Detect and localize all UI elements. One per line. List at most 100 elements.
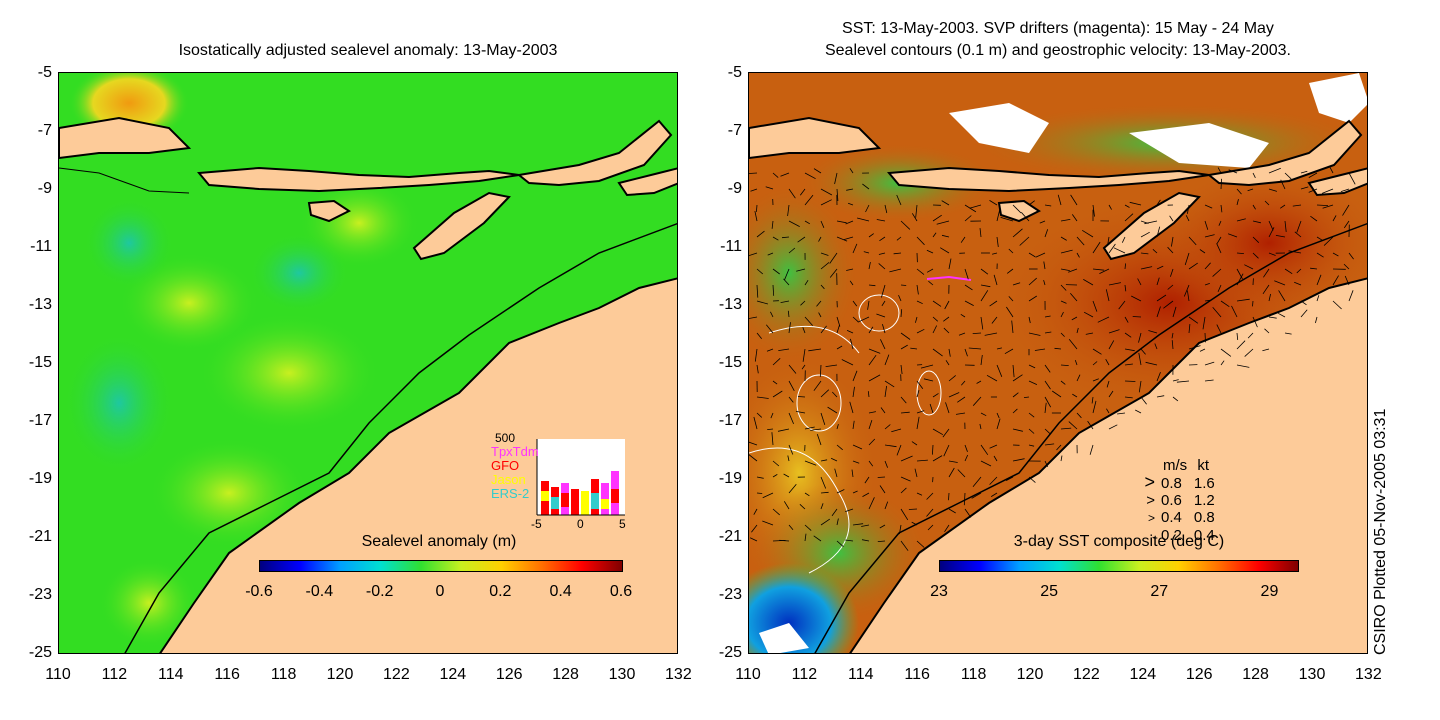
lon-tick: 122	[1073, 666, 1100, 683]
sealevel-colorbar	[259, 560, 623, 572]
lat-tick: -17	[28, 412, 52, 429]
lat-tick: -23	[28, 586, 52, 603]
inset-legend-item: GFO	[491, 458, 520, 473]
lat-tick: -25	[718, 644, 742, 661]
arrow-icon: -	[1152, 532, 1155, 542]
speed-ms: 0.2	[1161, 527, 1182, 544]
lon-tick: 114	[848, 666, 874, 683]
left-panel-title: Isostatically adjusted sealevel anomaly:…	[178, 42, 558, 59]
speed-kt: 1.2	[1193, 492, 1215, 509]
lat-tick: -5	[37, 64, 52, 81]
lat-tick: -25	[28, 644, 52, 661]
lon-tick: 124	[439, 666, 467, 683]
inset-xtick: 0	[577, 517, 584, 531]
lat-tick: -9	[37, 180, 52, 197]
lon-tick: 128	[1242, 666, 1269, 683]
lat-tick: -11	[30, 238, 52, 255]
lon-tick: 132	[1355, 666, 1382, 683]
plot-credit: CSIRO Plotted 05-Nov-2005 03:31	[1372, 408, 1389, 655]
lat-tick: -15	[718, 354, 742, 371]
speed-kt: 1.6	[1193, 475, 1215, 492]
lat-tick: -19	[718, 470, 742, 487]
altimeter-inset: 500 TpxTdm GFO Jason ERS-2 -5 0 5	[479, 431, 629, 531]
lon-tick: 126	[495, 666, 523, 683]
lon-tick: 126	[1185, 666, 1213, 683]
lon-tick: 112	[791, 666, 818, 683]
sealevel-anomaly-map: 500 TpxTdm GFO Jason ERS-2 -5 0 5 Sealevel …	[58, 72, 678, 654]
lon-tick: 110	[45, 666, 71, 683]
inset-legend-item: TpxTdm	[491, 444, 539, 459]
lon-tick: 120	[1016, 666, 1044, 683]
velocity-vectors	[749, 166, 1356, 551]
lat-tick: -11	[720, 238, 742, 255]
inset-ylabel: 500	[495, 431, 516, 445]
speed-ms: 0.6	[1161, 492, 1182, 509]
lon-tick: 122	[383, 666, 410, 683]
inset-legend: TpxTdm GFO Jason ERS-2	[491, 445, 539, 501]
colorbar-tick: -0.4	[305, 583, 334, 600]
lat-tick: -19	[28, 470, 52, 487]
inset-xtick: 5	[619, 517, 626, 531]
speed-legend: m/s kt >0.8 1.6 >0.6 1.2 >0.4 0.8-0.2 0.4	[1125, 457, 1245, 546]
lon-tick: 132	[665, 666, 692, 683]
arrow-icon: >	[1144, 472, 1155, 492]
right-panel-title-line2: Sealevel contours (0.1 m) and geostrophi…	[824, 42, 1291, 59]
speed-kt: 0.4	[1193, 527, 1215, 544]
lat-tick: -23	[718, 586, 742, 603]
lon-tick: 114	[158, 666, 184, 683]
lat-tick: -13	[718, 296, 742, 313]
sst-colorbar-label: 3-day SST composite (deg C)	[1013, 533, 1225, 550]
lat-tick: -7	[727, 122, 742, 139]
colorbar-tick: -0.6	[245, 583, 273, 600]
colorbar-tick: -0.2	[365, 583, 394, 600]
lon-tick: 124	[1129, 666, 1157, 683]
speed-legend-row: >0.6 1.2	[1125, 492, 1245, 509]
lat-tick: -13	[28, 296, 52, 313]
colorbar-tick: 0.6	[609, 583, 633, 600]
inset-xticks: -5 0 5	[531, 517, 631, 531]
lon-tick: 128	[552, 666, 579, 683]
drifter-track	[926, 275, 972, 281]
arrow-icon: >	[1147, 511, 1155, 525]
lat-tick: -9	[727, 180, 742, 197]
inset-xtick: -5	[531, 517, 542, 531]
lon-tick: 130	[1298, 666, 1326, 683]
speed-header-ms: m/s	[1163, 457, 1188, 474]
inset-bars	[541, 471, 619, 515]
sst-colorbar	[939, 560, 1299, 572]
speed-legend-row: >0.8 1.6	[1125, 472, 1245, 492]
lon-tick: 110	[735, 666, 761, 683]
lon-tick: 116	[904, 666, 930, 683]
colorbar-tick: 0	[435, 583, 445, 600]
colorbar-tick: 0.2	[489, 583, 512, 600]
lon-tick: 112	[101, 666, 128, 683]
lat-tick: -21	[718, 528, 742, 545]
lat-tick: -17	[718, 412, 742, 429]
lon-tick: 116	[214, 666, 240, 683]
sealevel-contours	[749, 294, 942, 574]
lat-tick: -7	[37, 122, 52, 139]
speed-kt: 0.8	[1193, 509, 1215, 526]
speed-ms: 0.4	[1161, 509, 1182, 526]
lon-tick: 130	[608, 666, 636, 683]
sealevel-colorbar-label: Sealevel anomaly (m)	[361, 533, 517, 550]
lat-tick: -15	[28, 354, 52, 371]
inset-legend-item: ERS-2	[491, 486, 530, 501]
inset-legend-item: Jason	[491, 472, 526, 487]
colorbar-tick: 23	[930, 583, 948, 600]
sst-velocity-map: m/s kt >0.8 1.6 >0.6 1.2 >0.4 0.8-0.2 0.4 3-da…	[748, 72, 1368, 654]
colorbar-tick: 27	[1150, 583, 1169, 600]
arrow-icon: >	[1146, 492, 1155, 509]
colorbar-tick: 0.4	[549, 583, 572, 600]
right-panel-title-line1: SST: 13-May-2003. SVP drifters (magenta)…	[842, 20, 1274, 37]
lon-tick: 120	[326, 666, 354, 683]
lat-tick: -21	[28, 528, 52, 545]
colorbar-tick: 25	[1040, 583, 1059, 600]
speed-legend-row: -0.2 0.4	[1125, 527, 1245, 546]
lon-tick: 118	[960, 666, 987, 683]
lat-tick: -5	[727, 64, 742, 81]
speed-header-kt: kt	[1197, 457, 1210, 474]
sst-colorbar-ticks: 23 25 27 29	[930, 583, 1297, 603]
speed-ms: 0.8	[1161, 475, 1182, 492]
lon-tick: 118	[270, 666, 297, 683]
